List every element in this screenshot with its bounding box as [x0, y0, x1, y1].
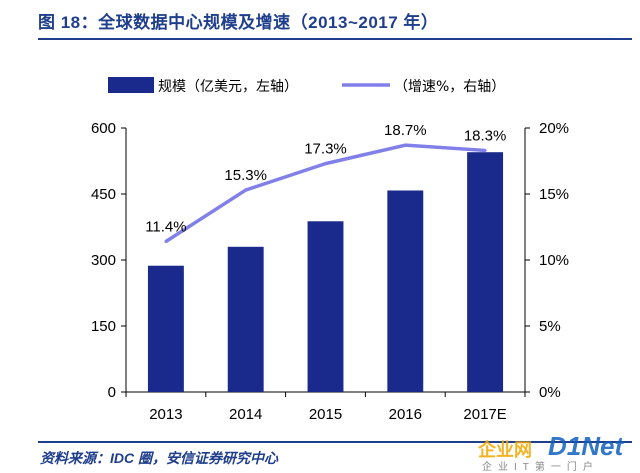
growth-point [324, 162, 327, 166]
bar [227, 246, 264, 392]
bar [307, 221, 344, 392]
source-note: 资料来源：IDC 圈，安信证券研究中心 [40, 450, 278, 466]
legend-label-line: （增速%，右轴） [394, 79, 505, 95]
growth-data-label: 11.4% [145, 219, 186, 236]
right-tick-label: 20% [539, 120, 569, 137]
bar [467, 152, 504, 392]
footer-divider [38, 441, 632, 443]
x-tick-label: 2014 [229, 406, 262, 423]
left-tick-label: 300 [91, 252, 116, 269]
x-tick-label: 2013 [149, 406, 182, 423]
x-tick-label: 2017E [463, 406, 506, 423]
legend: 规模（亿美元，左轴） （增速%，右轴） [108, 77, 505, 95]
left-tick-label: 0 [108, 384, 116, 401]
legend-label-bar: 规模（亿美元，左轴） [158, 79, 298, 95]
x-tick-label: 2016 [389, 406, 422, 423]
right-tick-label: 15% [539, 186, 569, 203]
growth-point [244, 188, 248, 192]
x-tick-label: 2015 [309, 406, 342, 423]
growth-point [403, 143, 407, 147]
chart: 规模（亿美元，左轴） （增速%，右轴） 0 150 300 450 600 0% 5% 10%… [91, 77, 569, 423]
plot-area: 0 150 300 450 600 0% 5% 10% 15% 20% 2013 2014 2015 20… [91, 120, 569, 423]
right-tick-label: 0% [539, 384, 561, 401]
chart-title: 图 18：全球数据中心规模及增速（2013~2017 年） [38, 13, 439, 32]
growth-data-label: 18.7% [384, 122, 427, 139]
growth-data-label: 17.3% [304, 141, 347, 158]
left-tick-label: 150 [91, 318, 116, 335]
bar [147, 265, 184, 392]
watermark-subtext: 企业IT第一门户 [482, 462, 599, 473]
growth-point [164, 240, 168, 244]
growth-data-label: 18.3% [464, 127, 507, 144]
legend-swatch-bar [108, 77, 154, 93]
right-tick-label: 10% [539, 252, 569, 269]
right-tick-label: 5% [539, 318, 561, 335]
growth-data-label: 15.3% [224, 167, 267, 184]
watermark-logo: D1Net [548, 431, 624, 461]
title-divider [38, 38, 632, 40]
growth-point [483, 148, 487, 152]
watermark-text: 企业网 [478, 440, 532, 460]
left-tick-label: 600 [91, 120, 116, 137]
left-tick-label: 450 [91, 186, 116, 203]
bar [387, 190, 424, 392]
